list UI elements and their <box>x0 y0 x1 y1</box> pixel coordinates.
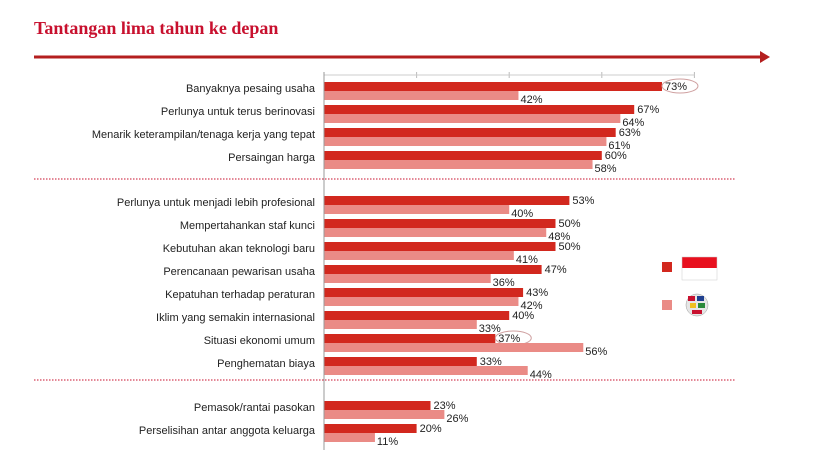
data-label-indonesia: 63% <box>619 127 641 139</box>
category-label: Mempertahankan staf kunci <box>180 220 315 232</box>
bar-global <box>324 160 593 169</box>
title-arrow-divider <box>34 51 770 63</box>
data-label-global: 58% <box>595 163 617 175</box>
bar-indonesia <box>324 265 542 274</box>
bar-indonesia <box>324 242 556 251</box>
data-label-global: 11% <box>377 436 398 448</box>
indonesia-flag-icon <box>681 256 718 281</box>
data-label-indonesia: 47% <box>545 264 567 276</box>
bar-indonesia <box>324 357 477 366</box>
category-label: Kebutuhan akan teknologi baru <box>163 243 315 255</box>
data-label-global: 42% <box>520 300 542 312</box>
bar-global <box>324 320 477 329</box>
bar-indonesia <box>324 288 524 297</box>
data-label-indonesia: 50% <box>559 241 581 253</box>
bar-indonesia <box>324 82 662 91</box>
bar-global <box>324 205 510 214</box>
bar-indonesia <box>324 151 602 160</box>
category-label: Persaingan harga <box>228 152 316 164</box>
page-title: Tantangan lima tahun ke depan <box>34 18 279 38</box>
bar-indonesia <box>324 128 616 137</box>
bar-global <box>324 343 584 352</box>
data-label-global: 41% <box>516 254 538 266</box>
category-label: Perencanaan pewarisan usaha <box>163 266 316 278</box>
bar-indonesia <box>324 311 510 320</box>
bar-indonesia <box>324 196 570 205</box>
title-arrow-head <box>760 51 770 63</box>
data-label-indonesia: 50% <box>559 218 581 230</box>
data-label-global: 48% <box>548 231 570 243</box>
bar-global <box>324 433 375 442</box>
data-label-global: 56% <box>585 346 607 358</box>
bar-global <box>324 366 528 375</box>
legend-swatch-indonesia <box>662 262 672 272</box>
globe-flags-icon <box>690 303 696 308</box>
data-label-global: 44% <box>530 369 552 381</box>
data-label-global: 26% <box>446 413 468 425</box>
bar-indonesia <box>324 424 417 433</box>
data-label-indonesia: 20% <box>420 423 442 435</box>
data-label-indonesia: 23% <box>433 400 455 412</box>
category-label: Perselisihan antar anggota keluarga <box>139 425 316 437</box>
category-label: Iklim yang semakin internasional <box>156 312 315 324</box>
bar-global <box>324 114 621 123</box>
bar-global <box>324 410 445 419</box>
category-label: Menarik keterampilan/tenaga kerja yang t… <box>92 129 315 141</box>
bar-global <box>324 228 547 237</box>
globe-flags-icon <box>688 296 695 301</box>
bar-indonesia <box>324 401 431 410</box>
data-label-indonesia: 43% <box>526 287 548 299</box>
data-label-indonesia: 60% <box>605 150 627 162</box>
globe-flags-icon <box>698 303 705 308</box>
bar-global <box>324 91 519 100</box>
category-label: Kepatuhan terhadap peraturan <box>165 289 315 301</box>
data-label-indonesia: 33% <box>480 356 502 368</box>
category-label: Pemasok/rantai pasokan <box>194 402 315 414</box>
indonesia-flag-icon <box>682 268 717 280</box>
bar-global <box>324 251 514 260</box>
category-label: Perlunya untuk terus berinovasi <box>161 106 315 118</box>
data-label-indonesia: 37% <box>498 333 520 345</box>
category-label: Situasi ekonomi umum <box>204 335 315 347</box>
highlight-ellipse <box>661 78 699 94</box>
globe-flags-icon <box>697 296 704 301</box>
data-label-global: 42% <box>520 94 542 106</box>
data-label-global: 36% <box>493 277 515 289</box>
bar-indonesia <box>324 105 635 114</box>
category-label: Perlunya untuk menjadi lebih profesional <box>117 197 315 209</box>
bar-global <box>324 274 491 283</box>
legend-swatch-global <box>662 300 672 310</box>
data-label-global: 64% <box>622 117 644 129</box>
globe-flags-icon <box>692 310 702 314</box>
category-label: Banyaknya pesaing usaha <box>186 83 316 95</box>
bar-indonesia <box>324 219 556 228</box>
bar-indonesia <box>324 334 496 343</box>
data-label-indonesia: 40% <box>512 310 534 322</box>
category-label: Penghematan biaya <box>217 358 316 370</box>
data-label-indonesia: 67% <box>637 104 659 116</box>
bar-global <box>324 297 519 306</box>
bar-global <box>324 137 607 146</box>
indonesia-flag-icon <box>682 257 717 268</box>
data-label-global: 33% <box>479 323 501 335</box>
data-label-global: 40% <box>511 208 533 220</box>
data-label-global: 61% <box>608 140 630 152</box>
data-label-indonesia: 53% <box>572 195 594 207</box>
data-label-indonesia: 73% <box>665 81 687 93</box>
